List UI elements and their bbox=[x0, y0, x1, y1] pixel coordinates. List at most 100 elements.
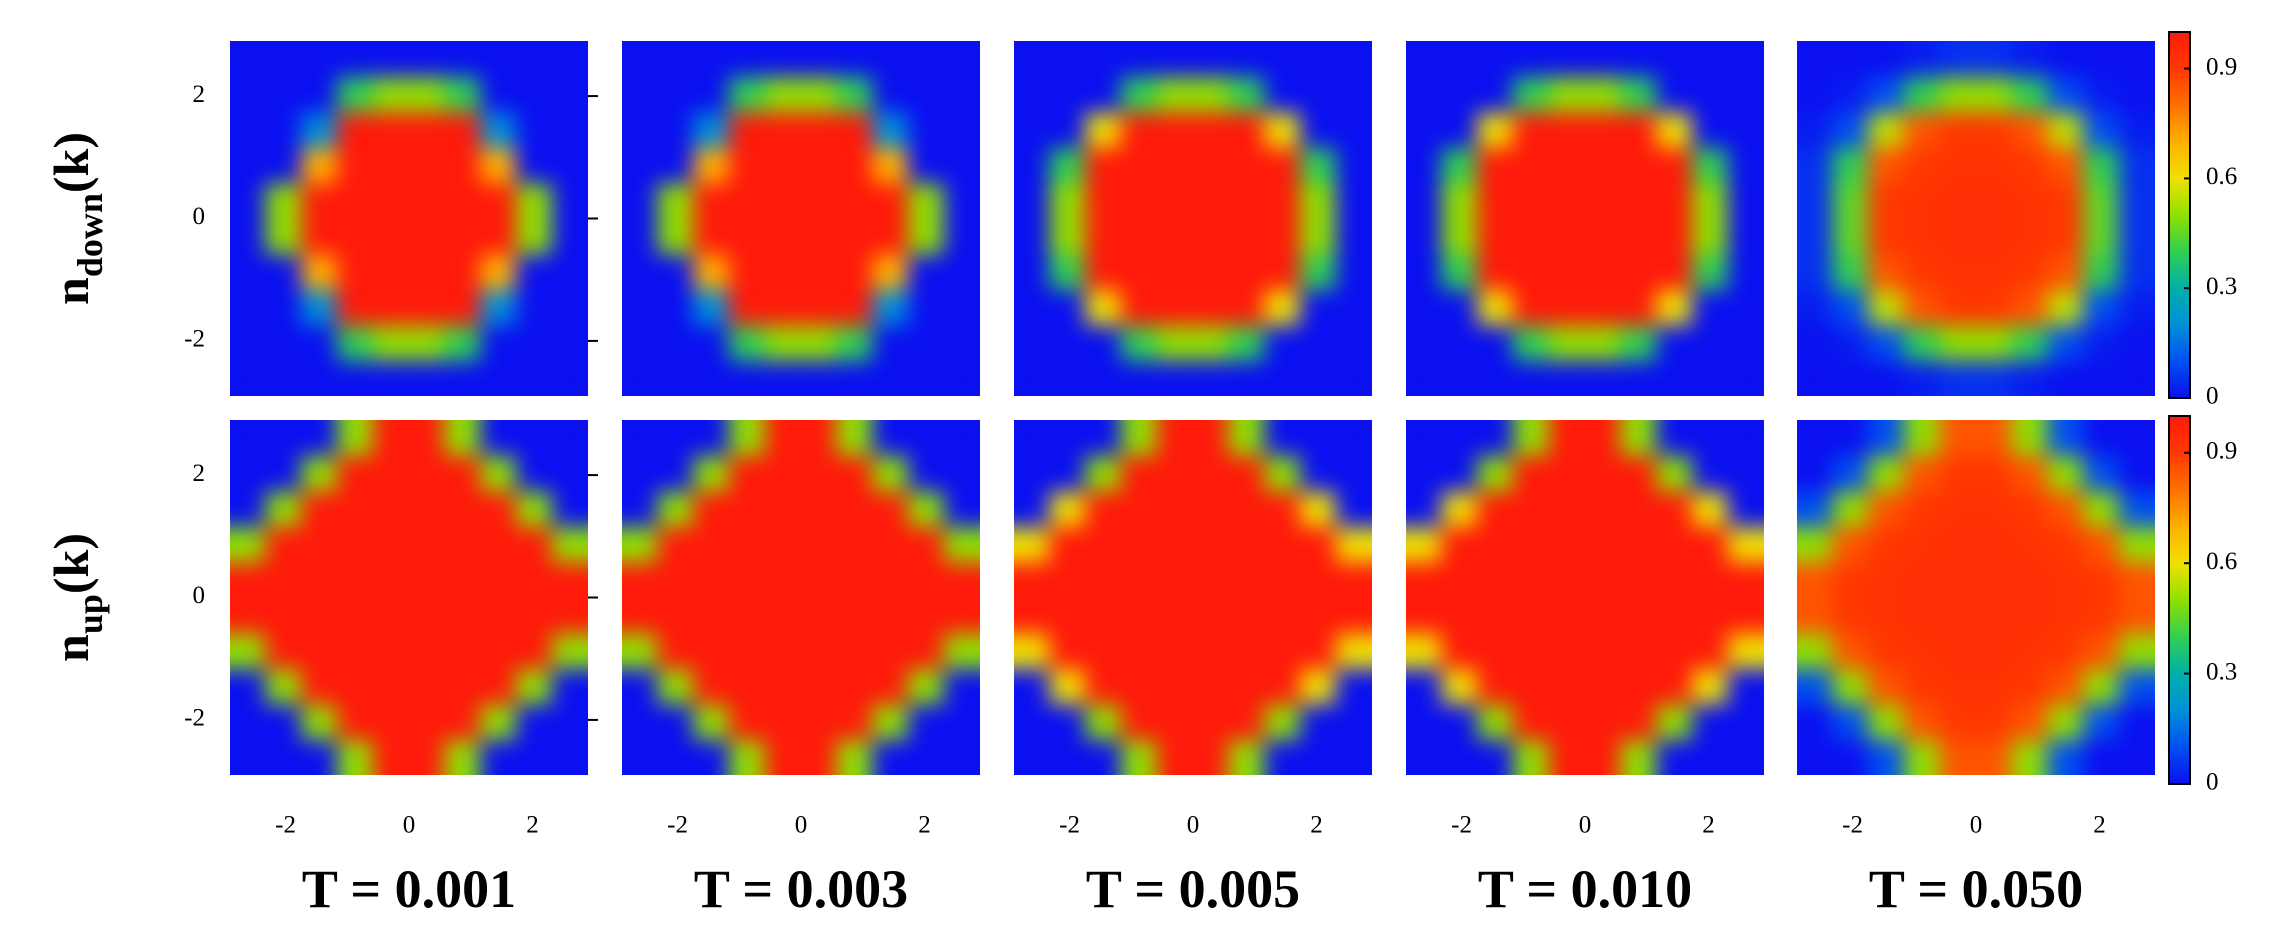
heatmap-cell bbox=[1939, 632, 1977, 669]
colorbar-tick-label: 0.6 bbox=[2206, 163, 2237, 190]
heatmap-cell bbox=[1335, 289, 1372, 326]
heatmap-cell bbox=[1512, 561, 1550, 598]
heatmap-cell bbox=[657, 324, 695, 361]
heatmap-cell bbox=[1120, 289, 1158, 326]
heatmap-cell bbox=[657, 526, 695, 563]
heatmap-cell bbox=[693, 324, 730, 361]
heatmap-cell bbox=[372, 41, 410, 77]
heatmap-cell bbox=[408, 632, 446, 669]
heatmap-cell bbox=[1975, 76, 2013, 113]
heatmap-cell bbox=[515, 289, 553, 326]
heatmap-cell bbox=[1192, 289, 1230, 326]
heatmap-cell bbox=[1868, 632, 1905, 669]
heatmap-cell bbox=[693, 182, 730, 219]
y-tick-label: -2 bbox=[184, 326, 205, 353]
heatmap-cell bbox=[1691, 147, 1729, 184]
heatmap-cell bbox=[1014, 182, 1051, 219]
x-tick-label: 0 bbox=[1970, 812, 1983, 839]
heatmap-cell bbox=[1085, 182, 1122, 219]
heatmap-cell bbox=[1264, 420, 1301, 456]
heatmap-cell bbox=[1156, 526, 1194, 563]
panel bbox=[622, 41, 980, 396]
heatmap-cell bbox=[301, 41, 338, 77]
column-title: T = 0.005 bbox=[1086, 859, 1300, 919]
heatmap-cell bbox=[1299, 739, 1337, 775]
heatmap-cell bbox=[1548, 739, 1586, 775]
heatmap-cell bbox=[1512, 324, 1550, 361]
heatmap-cell bbox=[1477, 597, 1514, 634]
heatmap-cell bbox=[408, 490, 446, 527]
heatmap-cell bbox=[836, 324, 874, 361]
heatmap-cell bbox=[693, 526, 730, 563]
heatmap-cell bbox=[2011, 739, 2049, 775]
heatmap-cell bbox=[515, 182, 553, 219]
panel bbox=[1406, 41, 1764, 396]
heatmap-cell bbox=[1406, 420, 1443, 456]
heatmap-cell bbox=[1156, 490, 1194, 527]
heatmap-cell bbox=[2082, 289, 2120, 326]
heatmap-cell bbox=[1727, 632, 1764, 669]
heatmap-cell bbox=[1939, 218, 1977, 255]
heatmap-cell bbox=[1192, 218, 1230, 255]
heatmap-cell bbox=[2118, 41, 2155, 77]
heatmap-cell bbox=[1264, 668, 1301, 705]
heatmap-cell bbox=[551, 632, 588, 669]
heatmap-cell bbox=[408, 289, 446, 326]
heatmap-cell bbox=[551, 147, 588, 184]
heatmap-cell bbox=[1656, 111, 1693, 148]
heatmap-cell bbox=[657, 76, 695, 113]
heatmap-cell bbox=[1228, 703, 1266, 740]
heatmap-cell bbox=[2118, 668, 2155, 705]
heatmap-cell bbox=[657, 41, 695, 77]
heatmap-cell bbox=[1406, 561, 1443, 598]
heatmap-cell bbox=[1832, 739, 1870, 775]
heatmap-cell bbox=[1691, 668, 1729, 705]
heatmap-cell bbox=[480, 147, 517, 184]
heatmap-cell bbox=[2011, 324, 2049, 361]
heatmap-cell bbox=[2082, 597, 2120, 634]
heatmap-cell bbox=[1727, 147, 1764, 184]
panel bbox=[1014, 41, 1372, 396]
heatmap-cell bbox=[764, 289, 802, 326]
heatmap-cell bbox=[764, 41, 802, 77]
heatmap-cell bbox=[836, 420, 874, 456]
heatmap-cell bbox=[265, 289, 303, 326]
heatmap-cell bbox=[515, 324, 553, 361]
heatmap-cell bbox=[1512, 420, 1550, 456]
heatmap-cell bbox=[2118, 147, 2155, 184]
heatmap-cell bbox=[480, 420, 517, 456]
heatmap-cell bbox=[1441, 455, 1479, 492]
heatmap-cell bbox=[2082, 739, 2120, 775]
heatmap-cell bbox=[336, 147, 374, 184]
heatmap-cell bbox=[836, 360, 874, 396]
heatmap-cell bbox=[1264, 253, 1301, 290]
heatmap-cell bbox=[943, 41, 980, 77]
heatmap-cell bbox=[1014, 668, 1051, 705]
heatmap-cell bbox=[1903, 632, 1941, 669]
heatmap-cell bbox=[1085, 739, 1122, 775]
heatmap-cell bbox=[372, 455, 410, 492]
heatmap-cell bbox=[907, 253, 945, 290]
heatmap-cell bbox=[907, 455, 945, 492]
heatmap-cell bbox=[693, 703, 730, 740]
heatmap-cell bbox=[693, 111, 730, 148]
heatmap-cell bbox=[1014, 455, 1051, 492]
heatmap-cell bbox=[1656, 668, 1693, 705]
heatmap-cell bbox=[1299, 360, 1337, 396]
heatmap-cell bbox=[764, 632, 802, 669]
heatmap-cell bbox=[800, 253, 838, 290]
heatmap-cell bbox=[1156, 360, 1194, 396]
colorbar-tick-label: 0.3 bbox=[2206, 658, 2237, 685]
heatmap-cell bbox=[515, 668, 553, 705]
heatmap-cell bbox=[551, 76, 588, 113]
heatmap-cell bbox=[372, 420, 410, 456]
heatmap-cell bbox=[301, 455, 338, 492]
heatmap-cell bbox=[1192, 632, 1230, 669]
heatmap-cell bbox=[1264, 561, 1301, 598]
heatmap-cell bbox=[1156, 561, 1194, 598]
heatmap-cell bbox=[1548, 561, 1586, 598]
heatmap-cell bbox=[657, 561, 695, 598]
heatmap-cell bbox=[800, 455, 838, 492]
heatmap-cell bbox=[800, 703, 838, 740]
heatmap-cell bbox=[2082, 324, 2120, 361]
